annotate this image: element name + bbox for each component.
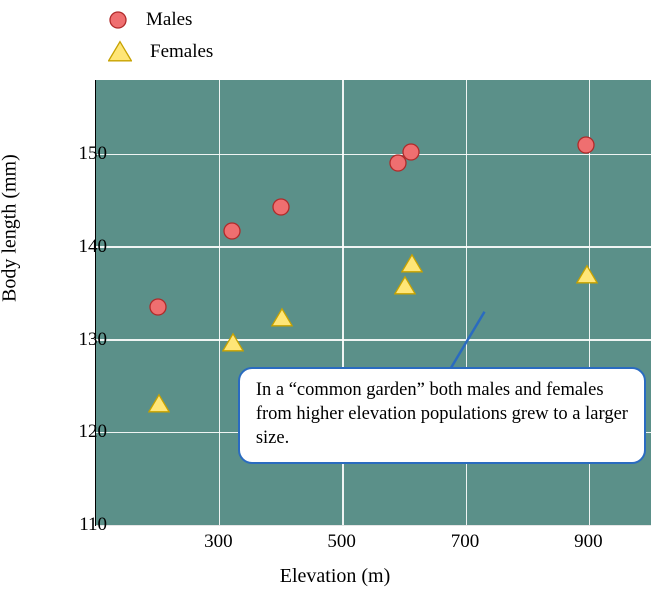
legend-item-females: Females — [108, 38, 213, 66]
y-tick-label: 140 — [57, 236, 107, 258]
point-male — [401, 142, 421, 162]
point-female — [222, 332, 244, 354]
legend-item-males: Males — [108, 6, 213, 34]
plot-area: In a “common garden” both males and fema… — [95, 80, 651, 526]
point-female — [401, 253, 423, 275]
point-female — [394, 275, 416, 297]
x-tick-label: 700 — [440, 531, 490, 553]
gridline-h — [96, 339, 651, 341]
point-male — [222, 221, 242, 241]
legend: Males Females — [108, 6, 213, 70]
point-female — [148, 393, 170, 415]
legend-marker-males — [108, 10, 128, 30]
legend-label-males: Males — [146, 9, 192, 31]
legend-label-females: Females — [150, 41, 213, 63]
y-tick-label: 150 — [57, 143, 107, 165]
gridline-v — [219, 80, 221, 525]
point-male — [576, 135, 596, 155]
y-axis-label: Body length (mm) — [0, 154, 22, 302]
y-tick-label: 130 — [57, 329, 107, 351]
point-male — [148, 297, 168, 317]
gridline-h — [96, 525, 651, 527]
gridline-h — [96, 246, 651, 248]
callout-annotation: In a “common garden” both males and fema… — [238, 367, 646, 464]
x-axis-label: Elevation (m) — [0, 565, 670, 588]
x-tick-label: 300 — [193, 531, 243, 553]
y-tick-label: 110 — [57, 514, 107, 536]
legend-marker-females — [108, 40, 132, 64]
x-tick-label: 900 — [563, 531, 613, 553]
gridline-h — [96, 154, 651, 156]
point-female — [271, 307, 293, 329]
x-tick-label: 500 — [317, 531, 367, 553]
point-male — [271, 197, 291, 217]
point-female — [576, 264, 598, 286]
y-tick-label: 120 — [57, 421, 107, 443]
